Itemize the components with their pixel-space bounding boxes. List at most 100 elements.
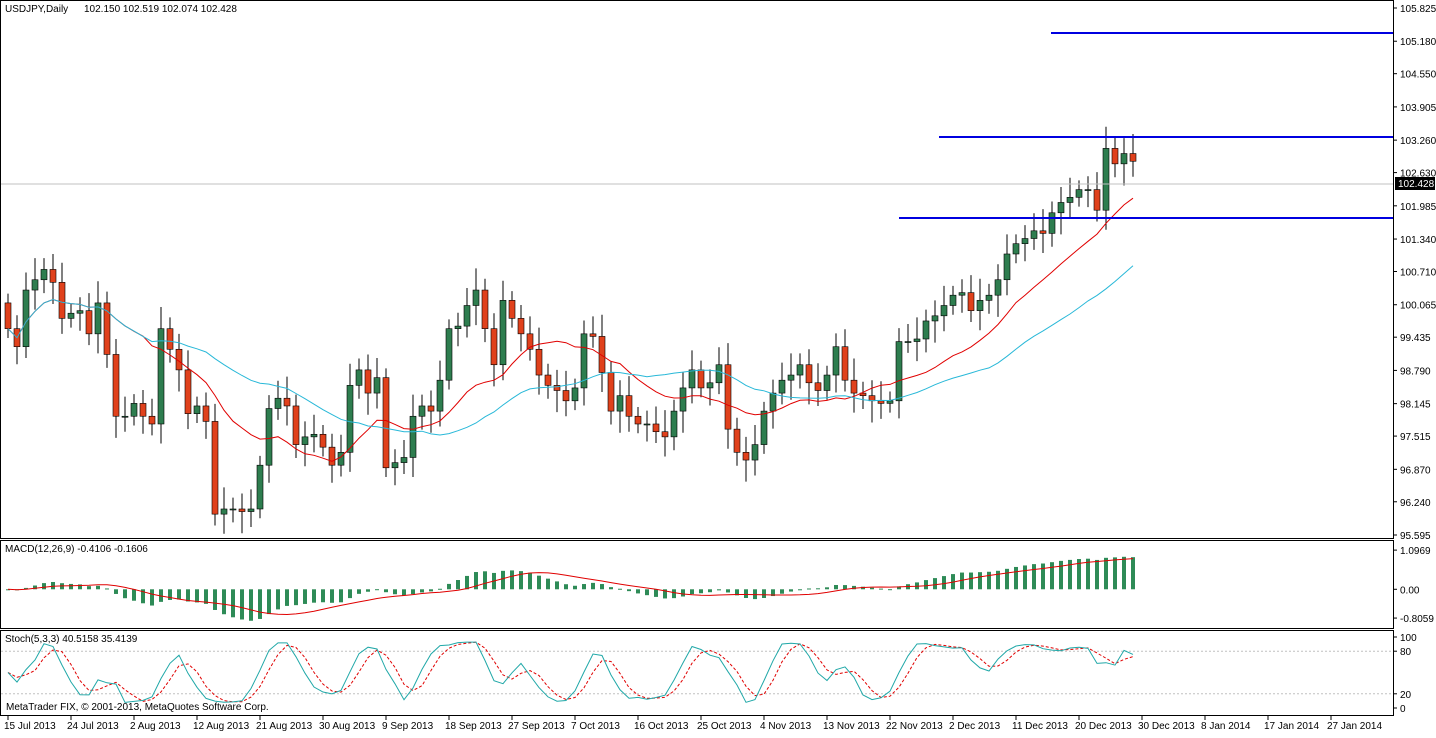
candle-body [751,444,759,461]
candle-body [832,346,840,376]
macd-bar [465,575,469,590]
macd-bar [627,589,631,592]
candle-body [517,318,525,335]
candle-body [1030,230,1038,239]
price-tick-label: 104.550 [1400,70,1436,81]
candle-body [976,300,984,311]
candle-body [463,305,471,327]
macd-bar [834,584,838,590]
macd-bar [24,587,28,590]
candle-body [895,341,903,402]
macd-bar [762,589,766,598]
macd-bar [699,589,703,594]
price-tick-label: 98.145 [1400,400,1431,411]
candle-body [1066,197,1074,203]
macd-bar [717,589,721,591]
price-tick-label: 99.435 [1400,333,1431,344]
macd-bar [105,588,109,590]
candle-body [922,320,930,340]
time-tick-label: 11 Dec 2013 [1012,721,1068,732]
candle-body [778,379,786,394]
macd-bar [411,589,415,595]
macd-bar [249,589,253,621]
time-tick-label: 13 Nov 2013 [823,721,880,732]
candle-body [814,382,822,391]
macd-bar [1113,557,1117,590]
candle-body [229,508,237,511]
time-tick-label: 2 Dec 2013 [949,721,1001,732]
macd-bar [960,572,964,590]
macd-bar [456,580,460,590]
macd-bar [51,581,55,590]
macd-bar [1005,568,1009,590]
macd-bar [1131,557,1135,590]
price-tick-label: 97.515 [1400,432,1431,443]
macd-bar [384,589,388,593]
price-tick-label: 101.985 [1400,202,1436,213]
macd-bar [987,571,991,590]
price-tick-label: 105.825 [1400,4,1436,15]
candle-body [382,377,390,469]
candle-body [688,369,696,389]
time-tick-label: 16 Oct 2013 [634,721,689,732]
macd-bar [546,578,550,590]
macd-bar [240,589,244,620]
copyright-footer: MetaTrader FIX, © 2001-2013, MetaQuotes … [6,702,269,713]
price-axis: 105.825 105.180 104.550 103.905 103.260 102.6… [1393,4,1436,542]
macd-bar [1086,558,1090,590]
ma-fast-line [7,197,1134,462]
macd-bar [726,589,730,593]
candle-body [535,348,543,376]
time-tick-label: 21 Aug 2013 [256,721,313,732]
macd-bar [978,572,982,590]
trendlines[interactable] [899,32,1393,219]
macd-tick-label: -0.8059 [1400,614,1434,625]
macd-bar [879,588,883,590]
macd-axis: 1.0969 0.00 -0.8059 [1393,546,1434,625]
candle-body [1021,238,1029,244]
macd-bar [204,589,208,604]
candle-body [1102,148,1110,211]
macd-bar [789,589,793,592]
macd-series [6,556,1135,621]
candle-body [796,364,804,376]
candle-body [1003,253,1011,281]
macd-bar [861,586,865,590]
macd-bar [996,570,1000,590]
price-tick-label: 103.905 [1400,103,1436,114]
time-axis: 15 Jul 2013 24 Jul 2013 2 Aug 2013 12 Aug 2… [4,716,1382,732]
price-series [4,126,1137,534]
stoch-signal-line [7,641,1134,703]
macd-bar [69,583,73,590]
candle-body [787,374,795,381]
time-tick-label: 7 Oct 2013 [571,721,620,732]
candle-body [58,282,66,319]
candle-body [841,346,849,381]
macd-bar [132,589,136,601]
candle-body [22,289,30,348]
macd-bar [852,585,856,590]
macd-bar [573,585,577,590]
macd-tick-label: 1.0969 [1400,546,1431,557]
current-price-tag [1395,177,1435,190]
macd-bar [1122,556,1126,590]
macd-bar [888,589,892,591]
price-tick-label: 102.630 [1400,169,1436,180]
time-tick-label: 15 Jul 2013 [4,721,56,732]
candle-body [67,312,75,319]
candle-body [589,333,597,337]
candle-body [715,364,723,384]
candle-body [697,369,705,389]
candle-body [292,405,300,445]
time-tick-label: 25 Oct 2013 [697,721,752,732]
candle-body [265,408,273,466]
time-tick-label: 9 Sep 2013 [382,721,434,732]
candle-body [220,508,228,515]
macd-bar [519,571,523,590]
candle-body [202,405,210,422]
macd-bar [96,585,100,590]
price-tick-label: 100.710 [1400,268,1436,279]
current-price-label: 102.428 [1398,179,1435,190]
